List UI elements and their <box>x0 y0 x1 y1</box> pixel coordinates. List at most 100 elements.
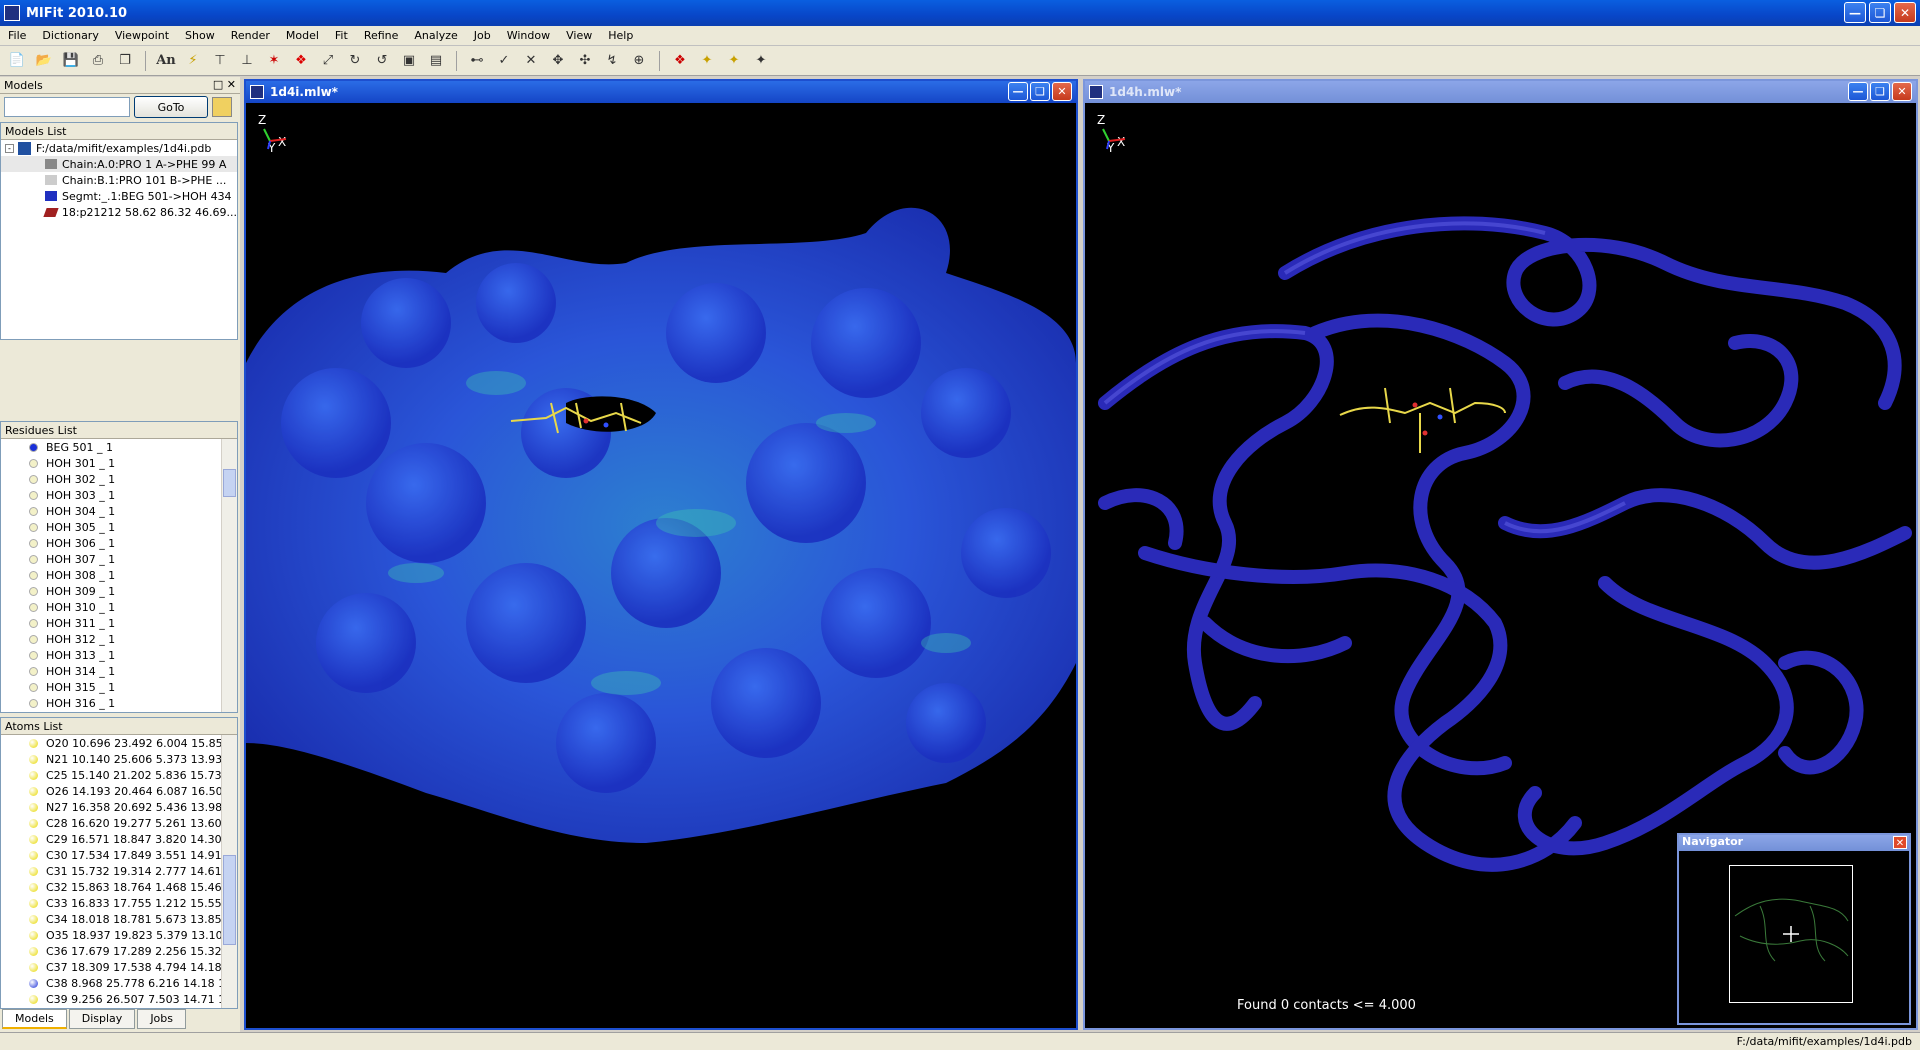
list-item[interactable]: HOH 312 _ 1 <box>1 631 237 647</box>
atoms-scrollbar[interactable] <box>221 735 237 1008</box>
rotate-90-icon[interactable]: ↺ <box>376 53 388 68</box>
menu-render[interactable]: Render <box>230 29 270 42</box>
check-icon[interactable]: ✓ <box>498 53 510 68</box>
tab-display[interactable]: Display <box>68 1009 136 1029</box>
window-maximize-button[interactable]: ❏ <box>1870 82 1890 101</box>
viewer-window-1d4h[interactable]: 1d4h.mlw* — ❏ ✕ <box>1083 79 1918 1030</box>
goto-input[interactable] <box>4 97 130 117</box>
viewer-window-1d4i[interactable]: 1d4i.mlw* — ❏ ✕ <box>244 79 1078 1030</box>
navigator-panel[interactable]: Navigator ✕ <box>1677 833 1911 1025</box>
menu-show[interactable]: Show <box>185 29 215 42</box>
scroll-thumb[interactable] <box>223 469 236 497</box>
select-icon[interactable]: ▤ <box>429 53 443 68</box>
menu-viewpoint[interactable]: Viewpoint <box>114 29 170 42</box>
list-item[interactable]: HOH 304 _ 1 <box>1 503 237 519</box>
list-item[interactable]: O20 10.696 23.492 6.004 15.85 ... <box>1 735 237 751</box>
tree-item-segment[interactable]: Segmt:_.1:BEG 501->HOH 434 <box>1 188 237 204</box>
list-item[interactable]: HOH 310 _ 1 <box>1 599 237 615</box>
molecule-canvas-ribbon[interactable]: Z Y X Found 0 contacts <= 4.000 Navigato… <box>1085 103 1916 1028</box>
list-item[interactable]: C37 18.309 17.538 4.794 14.18 ... <box>1 959 237 975</box>
list-item[interactable]: HOH 314 _ 1 <box>1 663 237 679</box>
move-icon[interactable]: ✥ <box>552 53 564 68</box>
list-item[interactable]: HOH 309 _ 1 <box>1 583 237 599</box>
rotate90-icon[interactable]: ↻ <box>349 53 361 68</box>
list-item[interactable]: C39 9.256 26.507 7.503 14.71 1... <box>1 991 237 1007</box>
list-item[interactable]: C34 18.018 18.781 5.673 13.85 ... <box>1 911 237 927</box>
residues-scrollbar[interactable] <box>221 439 237 712</box>
menu-window[interactable]: Window <box>506 29 551 42</box>
menu-refine[interactable]: Refine <box>363 29 399 42</box>
list-item[interactable]: HOH 307 _ 1 <box>1 551 237 567</box>
list-item[interactable]: C38 8.968 25.778 6.216 14.18 1... <box>1 975 237 991</box>
window-close-button[interactable]: ✕ <box>1892 82 1912 101</box>
navigator-viewport[interactable] <box>1729 865 1853 1003</box>
menu-help[interactable]: Help <box>608 29 634 42</box>
list-item[interactable]: N27 16.358 20.692 5.436 13.98 ... <box>1 799 237 815</box>
collapse-icon[interactable]: - <box>5 143 14 153</box>
list-item[interactable]: C28 16.620 19.277 5.261 13.60 ... <box>1 815 237 831</box>
box-icon[interactable]: ▣ <box>402 53 416 68</box>
window-titlebar[interactable]: 1d4h.mlw* — ❏ ✕ <box>1085 81 1916 103</box>
maximize-button[interactable]: ❏ <box>1869 2 1891 23</box>
copy-icon[interactable]: ❐ <box>119 53 131 68</box>
markers-icon[interactable]: ❖ <box>674 53 686 68</box>
list-item[interactable]: HOH 316 _ 1 <box>1 695 237 711</box>
scroll-thumb[interactable] <box>223 855 236 945</box>
fit-red-icon[interactable]: ❖ <box>295 53 307 68</box>
list-item[interactable]: C36 17.679 17.289 2.256 15.32 ... <box>1 943 237 959</box>
list-item[interactable]: HOH 305 _ 1 <box>1 519 237 535</box>
cancel-icon[interactable]: ✕ <box>525 53 537 68</box>
close-button[interactable]: ✕ <box>1894 2 1916 23</box>
list-item[interactable]: HOH 301 _ 1 <box>1 455 237 471</box>
lightning-icon[interactable]: ⚡ <box>188 53 198 68</box>
zoom-icon[interactable]: ⤢ <box>322 53 334 68</box>
pick3-icon[interactable]: ✦ <box>755 53 767 68</box>
new-icon[interactable]: 📄 <box>8 53 26 68</box>
open-icon[interactable]: 📂 <box>35 53 53 68</box>
pane-buttons[interactable]: □ ✕ <box>212 78 236 91</box>
list-item[interactable]: C32 15.863 18.764 1.468 15.46 ... <box>1 879 237 895</box>
print-icon[interactable]: ⎙ <box>92 53 104 68</box>
window-minimize-button[interactable]: — <box>1848 82 1868 101</box>
list-item[interactable]: O26 14.193 20.464 6.087 16.50 ... <box>1 783 237 799</box>
list-item[interactable]: HOH 302 _ 1 <box>1 471 237 487</box>
tab-jobs[interactable]: Jobs <box>137 1009 186 1029</box>
menu-analyze[interactable]: Analyze <box>414 29 458 42</box>
find-icon[interactable] <box>212 97 232 117</box>
pick2-icon[interactable]: ✦ <box>728 53 740 68</box>
minimize-button[interactable]: — <box>1844 2 1866 23</box>
navigator-close-button[interactable]: ✕ <box>1893 836 1907 849</box>
list-item[interactable]: BEG 501 _ 1 <box>1 439 237 455</box>
navigator-titlebar[interactable]: Navigator ✕ <box>1679 835 1909 851</box>
list-item[interactable]: HOH 306 _ 1 <box>1 535 237 551</box>
goto-button[interactable]: GoTo <box>134 96 208 118</box>
add-atom-icon[interactable]: ⊤ <box>214 53 226 68</box>
list-item[interactable]: HOH 311 _ 1 <box>1 615 237 631</box>
menu-job[interactable]: Job <box>473 29 491 42</box>
window-titlebar[interactable]: 1d4i.mlw* — ❏ ✕ <box>246 81 1076 103</box>
torsion-icon[interactable]: ↯ <box>606 53 618 68</box>
list-item[interactable]: HOH 303 _ 1 <box>1 487 237 503</box>
merge-icon[interactable]: ⊷ <box>470 53 484 68</box>
menu-model[interactable]: Model <box>285 29 319 42</box>
fit-icon[interactable]: ✶ <box>268 53 280 68</box>
menu-file[interactable]: File <box>8 29 27 42</box>
bond-icon[interactable]: ⊥ <box>241 53 253 68</box>
window-maximize-button[interactable]: ❏ <box>1030 82 1050 101</box>
window-close-button[interactable]: ✕ <box>1052 82 1072 101</box>
list-item[interactable]: O35 18.937 19.823 5.379 13.10 ... <box>1 927 237 943</box>
list-item[interactable]: C33 16.833 17.755 1.212 15.55 ... <box>1 895 237 911</box>
tab-models[interactable]: Models <box>2 1009 67 1029</box>
annotate-icon[interactable]: An <box>156 53 176 68</box>
list-item[interactable]: C29 16.571 18.847 3.820 14.30 ... <box>1 831 237 847</box>
save-icon[interactable]: 💾 <box>62 53 80 68</box>
list-item[interactable]: C30 17.534 17.849 3.551 14.91 ... <box>1 847 237 863</box>
tree-item-chain-b[interactable]: Chain:B.1:PRO 101 B->PHE ... <box>1 172 237 188</box>
list-item[interactable]: C31 15.732 19.314 2.777 14.61 ... <box>1 863 237 879</box>
list-item[interactable]: HOH 313 _ 1 <box>1 647 237 663</box>
list-item[interactable]: C25 15.140 21.202 5.836 15.73 ... <box>1 767 237 783</box>
tree-item-file[interactable]: - F:/data/mifit/examples/1d4i.pdb <box>1 140 237 156</box>
menu-view[interactable]: View <box>566 29 593 42</box>
tree-item-cell[interactable]: 18:p21212 58.62 86.32 46.69... <box>1 204 237 220</box>
translate-icon[interactable]: ✣ <box>579 53 591 68</box>
